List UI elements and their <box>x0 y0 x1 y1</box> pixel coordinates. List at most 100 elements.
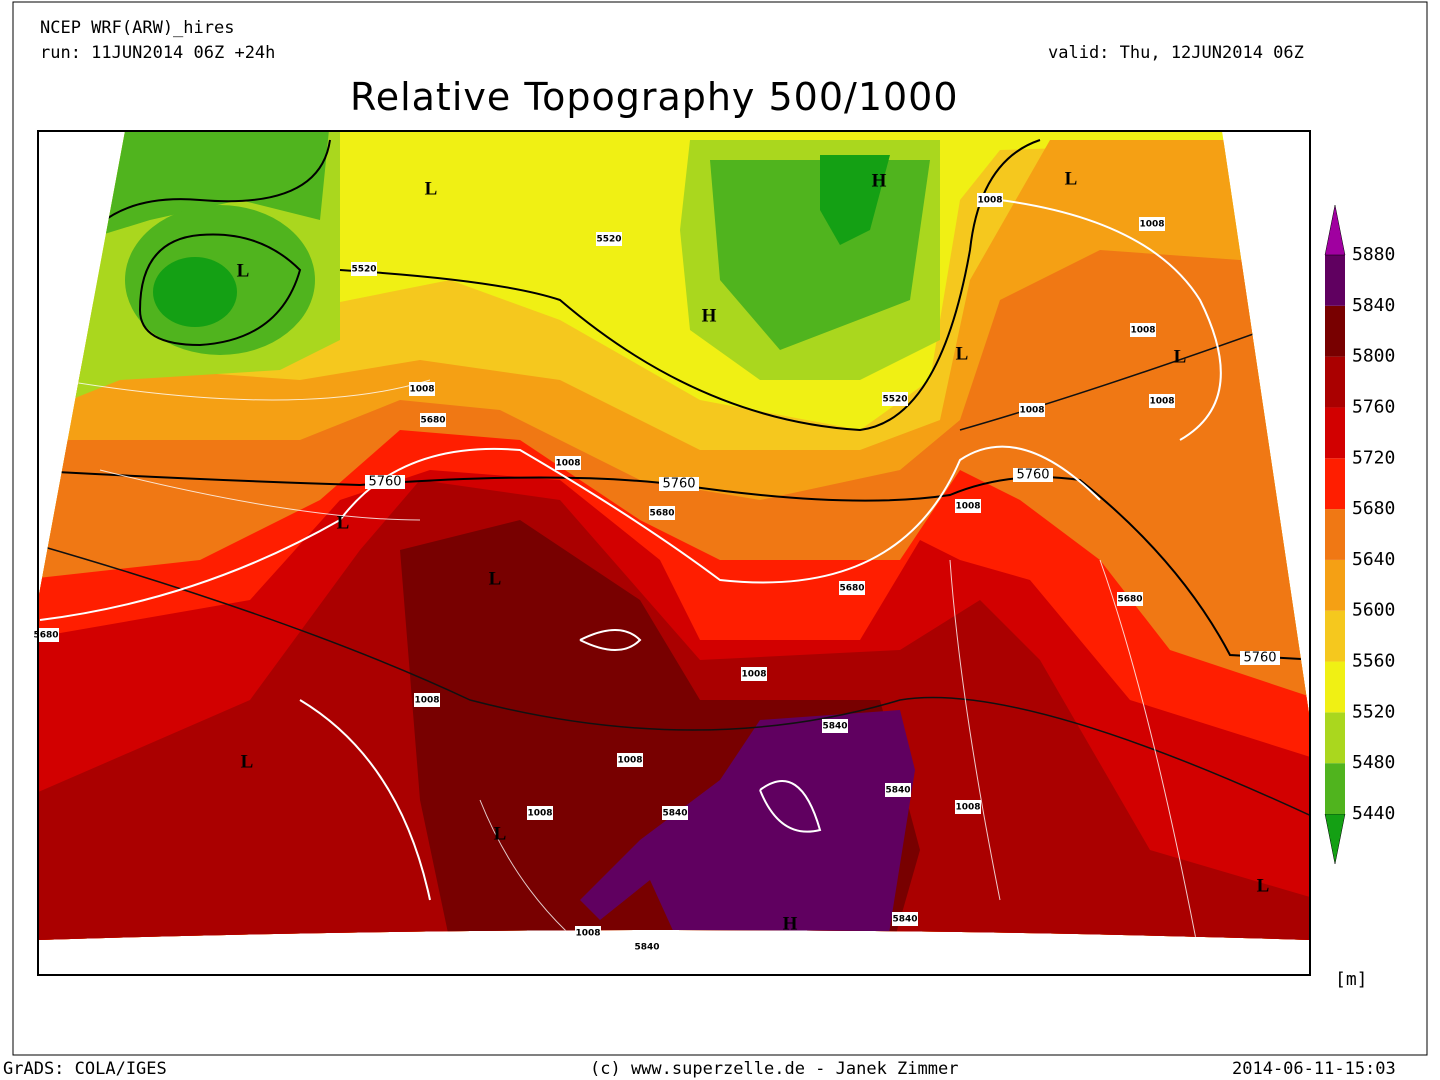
legend-level-label: 5760 <box>1352 396 1395 417</box>
legend-level-label: 5800 <box>1352 346 1395 367</box>
model-name: NCEP WRF(ARW)_hires <box>40 18 234 38</box>
contour-label: 1008 <box>409 385 434 395</box>
contour-label: 1008 <box>575 929 600 939</box>
contour-label: 5760 <box>1243 651 1276 666</box>
contour-label: 1008 <box>527 809 552 819</box>
legend-level-label: 5840 <box>1352 295 1395 316</box>
contour-label: 1008 <box>977 196 1002 206</box>
contour-label-box <box>527 806 553 820</box>
contour-label: 5680 <box>839 584 864 594</box>
legend-swatch <box>1325 763 1345 814</box>
contour-label-box <box>659 477 699 491</box>
legend-swatch <box>1325 305 1345 357</box>
contour-label: 5680 <box>1117 595 1142 605</box>
map-labels: L L H L H L L L L L L H L 1008 1008 1008 1008 1008 1008 100… <box>33 168 1280 954</box>
contour-label-box <box>1117 592 1143 606</box>
contour-label-box <box>555 456 581 470</box>
contour-label-box <box>414 693 440 707</box>
footer-right: 2014-06-11-15:03 <box>1232 1059 1396 1079</box>
contour-label: 1008 <box>1019 406 1044 416</box>
contour-label-box <box>575 926 601 940</box>
contour-label: 1008 <box>414 696 439 706</box>
legend-swatch <box>1325 255 1345 306</box>
contour-label: 5760 <box>368 475 401 490</box>
footer-center: (c) www.superzelle.de - Janek Zimmer <box>590 1059 958 1079</box>
legend-swatch <box>1325 712 1345 764</box>
contour-label-box <box>885 783 911 797</box>
contour-label: 1008 <box>1139 220 1164 230</box>
legend-level-label: 5440 <box>1352 803 1395 824</box>
legend-level-label: 5640 <box>1352 549 1395 570</box>
legend-level-label: 5880 <box>1352 244 1395 265</box>
height-band <box>820 155 890 245</box>
legend-level-label: 5480 <box>1352 752 1395 773</box>
map-title: Relative Topography 500/1000 <box>350 75 959 119</box>
height-fields <box>38 131 1310 940</box>
legend-swatch <box>1325 559 1345 611</box>
contour-label: 5840 <box>822 722 847 732</box>
pressure-center-label: L <box>494 823 507 844</box>
pressure-center-label: L <box>425 178 438 199</box>
contour-label-box <box>420 413 446 427</box>
contour-label-box <box>634 940 660 954</box>
contour-label-box <box>1240 651 1280 665</box>
contour-label: 5520 <box>882 395 907 405</box>
legend-swatch <box>1324 813 1346 865</box>
contour-label-box <box>33 628 59 642</box>
contour-label: 1008 <box>617 756 642 766</box>
pressure-center-label: L <box>1065 168 1078 189</box>
contour-label: 1008 <box>1149 397 1174 407</box>
legend-swatch <box>1324 204 1346 256</box>
legend-swatch <box>1325 356 1345 408</box>
map-frame <box>37 130 1311 976</box>
thin-isobars <box>59 379 1201 940</box>
isobars <box>39 199 1222 901</box>
contour-label-box <box>955 499 981 513</box>
pressure-center-label: L <box>1257 875 1270 896</box>
legend-level-label: 5720 <box>1352 447 1395 468</box>
contour-label-box <box>892 912 918 926</box>
contour-label-box <box>409 382 435 396</box>
contour-label: 5520 <box>351 265 376 275</box>
footer-left: GrADS: COLA/IGES <box>3 1059 167 1079</box>
contour-label: 1008 <box>741 670 766 680</box>
legend-level-label: 5680 <box>1352 498 1395 519</box>
contour-label-box <box>839 581 865 595</box>
contour-label-box <box>351 262 377 276</box>
contour-label: 5680 <box>420 416 445 426</box>
legend-swatch <box>1325 407 1345 459</box>
contour-label-box <box>1019 403 1045 417</box>
pressure-center-label: L <box>337 512 350 533</box>
contour-label-box <box>617 753 643 767</box>
contour-label: 1008 <box>1130 326 1155 336</box>
contour-label: 1008 <box>955 502 980 512</box>
height-band <box>153 257 237 327</box>
contour-label-box <box>741 667 767 681</box>
contour-label: 5840 <box>662 809 687 819</box>
contour-label: 5680 <box>649 509 674 519</box>
legend-level-label: 5600 <box>1352 600 1395 621</box>
contour-label-box <box>977 193 1003 207</box>
contour-label: 5760 <box>662 477 695 492</box>
pressure-center-label: L <box>489 568 502 589</box>
pressure-center-label: L <box>237 260 250 281</box>
contour-label: 5520 <box>596 235 621 245</box>
contour-label: 1008 <box>955 803 980 813</box>
legend-level-label: 5560 <box>1352 651 1395 672</box>
pressure-center-label: H <box>702 305 717 326</box>
contour-label-box <box>1139 217 1165 231</box>
contour-label: 5760 <box>1016 468 1049 483</box>
contour-label-box <box>365 475 405 489</box>
legend-swatch <box>1325 610 1345 662</box>
pressure-center-label: L <box>956 343 969 364</box>
pressure-center-label: L <box>1174 346 1187 367</box>
contour-label: 5840 <box>885 786 910 796</box>
contour-label: 5840 <box>634 943 659 953</box>
contour-label-box <box>596 232 622 246</box>
contour-label-box <box>1149 394 1175 408</box>
pressure-center-label: H <box>872 170 887 191</box>
legend-level-label: 5520 <box>1352 701 1395 722</box>
contour-label-box <box>1130 323 1156 337</box>
contour-5760 <box>38 469 1310 661</box>
